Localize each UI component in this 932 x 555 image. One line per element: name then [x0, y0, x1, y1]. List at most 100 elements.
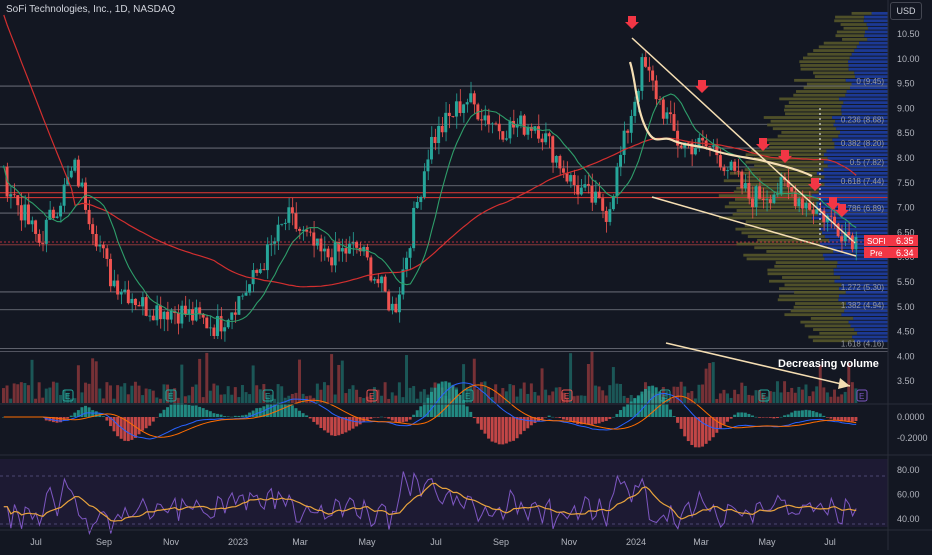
- macd-histogram-bar: [66, 417, 70, 419]
- upper-trendline[interactable]: [631, 37, 856, 244]
- volume-bar: [162, 384, 166, 403]
- macd-histogram-bar: [758, 417, 762, 418]
- volume-bar: [109, 385, 112, 403]
- earnings-marker-label: E: [265, 392, 270, 401]
- candle-body: [105, 248, 109, 259]
- candle-body: [437, 125, 441, 144]
- macd-histogram-bar: [554, 417, 558, 418]
- time-tick-label: Nov: [561, 537, 578, 547]
- candle-body: [490, 123, 494, 125]
- volume-profile-bar: [767, 272, 834, 276]
- macd-histogram-bar: [822, 415, 826, 417]
- candle-body: [479, 119, 483, 121]
- volume-bar: [601, 390, 605, 403]
- earnings-marker[interactable]: [856, 389, 868, 402]
- candle-body: [23, 204, 27, 221]
- candle-body: [793, 191, 797, 207]
- volume-bars: [2, 351, 858, 403]
- macd-histogram-bar: [315, 417, 319, 425]
- macd-histogram-bar: [205, 409, 209, 417]
- candle-body: [636, 90, 640, 102]
- volume-bar: [223, 394, 227, 403]
- candle-body: [230, 312, 234, 320]
- volume-bar: [59, 395, 63, 403]
- macd-histogram-bar: [73, 412, 77, 417]
- earnings-marker[interactable]: [758, 389, 770, 402]
- earnings-marker[interactable]: [165, 389, 177, 402]
- candle-body: [412, 207, 416, 249]
- volume-bar: [829, 396, 833, 403]
- volume-bar: [836, 396, 840, 403]
- volume-bar: [615, 383, 619, 403]
- volume-profile-bar: [856, 45, 888, 49]
- candle-body: [758, 186, 762, 199]
- macd-histogram-bar: [194, 405, 198, 417]
- macd-histogram-bar: [622, 406, 626, 417]
- macd-histogram-bar: [240, 415, 244, 417]
- macd-histogram-bar: [84, 405, 87, 417]
- macd-histogram-bar: [579, 417, 583, 425]
- macd-histogram-bar: [633, 397, 637, 417]
- volume-bar: [333, 394, 337, 403]
- time-tick-label: 2023: [228, 537, 248, 547]
- earnings-marker[interactable]: [561, 389, 573, 402]
- volume-profile-bar: [781, 131, 841, 134]
- volume-profile-bar: [819, 242, 888, 246]
- volume-bar: [76, 365, 80, 403]
- macd-histogram-bar: [137, 417, 141, 435]
- candle-body: [376, 279, 380, 284]
- volume-profile-bar: [732, 212, 819, 216]
- candle-body: [483, 115, 487, 121]
- volume-bar: [408, 387, 412, 403]
- earnings-marker[interactable]: [262, 389, 274, 402]
- volume-profile-bar: [832, 138, 888, 142]
- macd-histogram-bar: [326, 417, 330, 433]
- symbol-title: SoFi Technologies, Inc., 1D, NASDAQ: [6, 4, 176, 15]
- volume-profile-bar: [836, 30, 865, 34]
- macd-histogram-bar: [733, 414, 737, 417]
- volume-bar: [622, 395, 626, 403]
- earnings-marker[interactable]: [62, 389, 74, 402]
- earnings-marker[interactable]: [366, 389, 378, 402]
- volume-bar: [251, 365, 255, 403]
- volume-bar: [790, 387, 794, 403]
- volume-profile-bar: [840, 131, 888, 134]
- candle-body: [647, 66, 651, 71]
- candle-body: [654, 80, 658, 100]
- candle-body: [594, 191, 598, 203]
- candle-body: [640, 57, 644, 91]
- candle-body: [73, 159, 77, 171]
- candle-body: [387, 291, 391, 311]
- earnings-marker[interactable]: [462, 389, 474, 402]
- price-tick-label: 4.00: [897, 351, 915, 361]
- lower-trendline[interactable]: [651, 196, 857, 257]
- down-arrow-icon: [826, 197, 840, 210]
- time-axis[interactable]: Jul Sep Nov 2023 Mar May Jul Sep Nov 2024 Mar May Ju…: [30, 537, 836, 547]
- macd-histogram-bar: [743, 412, 747, 417]
- candle-body: [633, 101, 637, 116]
- candle-body: [629, 115, 633, 133]
- volume-bar: [44, 388, 48, 403]
- candle-body: [526, 126, 530, 135]
- volume-profile-bar: [763, 116, 833, 119]
- currency-button[interactable]: USD: [890, 2, 922, 20]
- macd-histogram-bar: [405, 417, 408, 422]
- candle-body: [729, 161, 733, 171]
- candle-body: [151, 315, 155, 321]
- volume-bar: [180, 364, 184, 403]
- macd-tick-label: -0.2000: [897, 433, 928, 443]
- candle-body: [554, 155, 558, 163]
- macd-histogram-bar: [665, 403, 669, 417]
- volume-bar: [508, 384, 512, 403]
- volume-profile-bar: [841, 104, 888, 108]
- candle-body: [405, 257, 408, 270]
- rsi-tick-label: 80.00: [897, 465, 920, 475]
- macd-histogram-bar: [265, 404, 269, 417]
- candle-body: [808, 202, 812, 210]
- macd-histogram-bar: [55, 417, 59, 423]
- candle-body: [390, 303, 394, 311]
- volume-profile-bar: [723, 179, 815, 183]
